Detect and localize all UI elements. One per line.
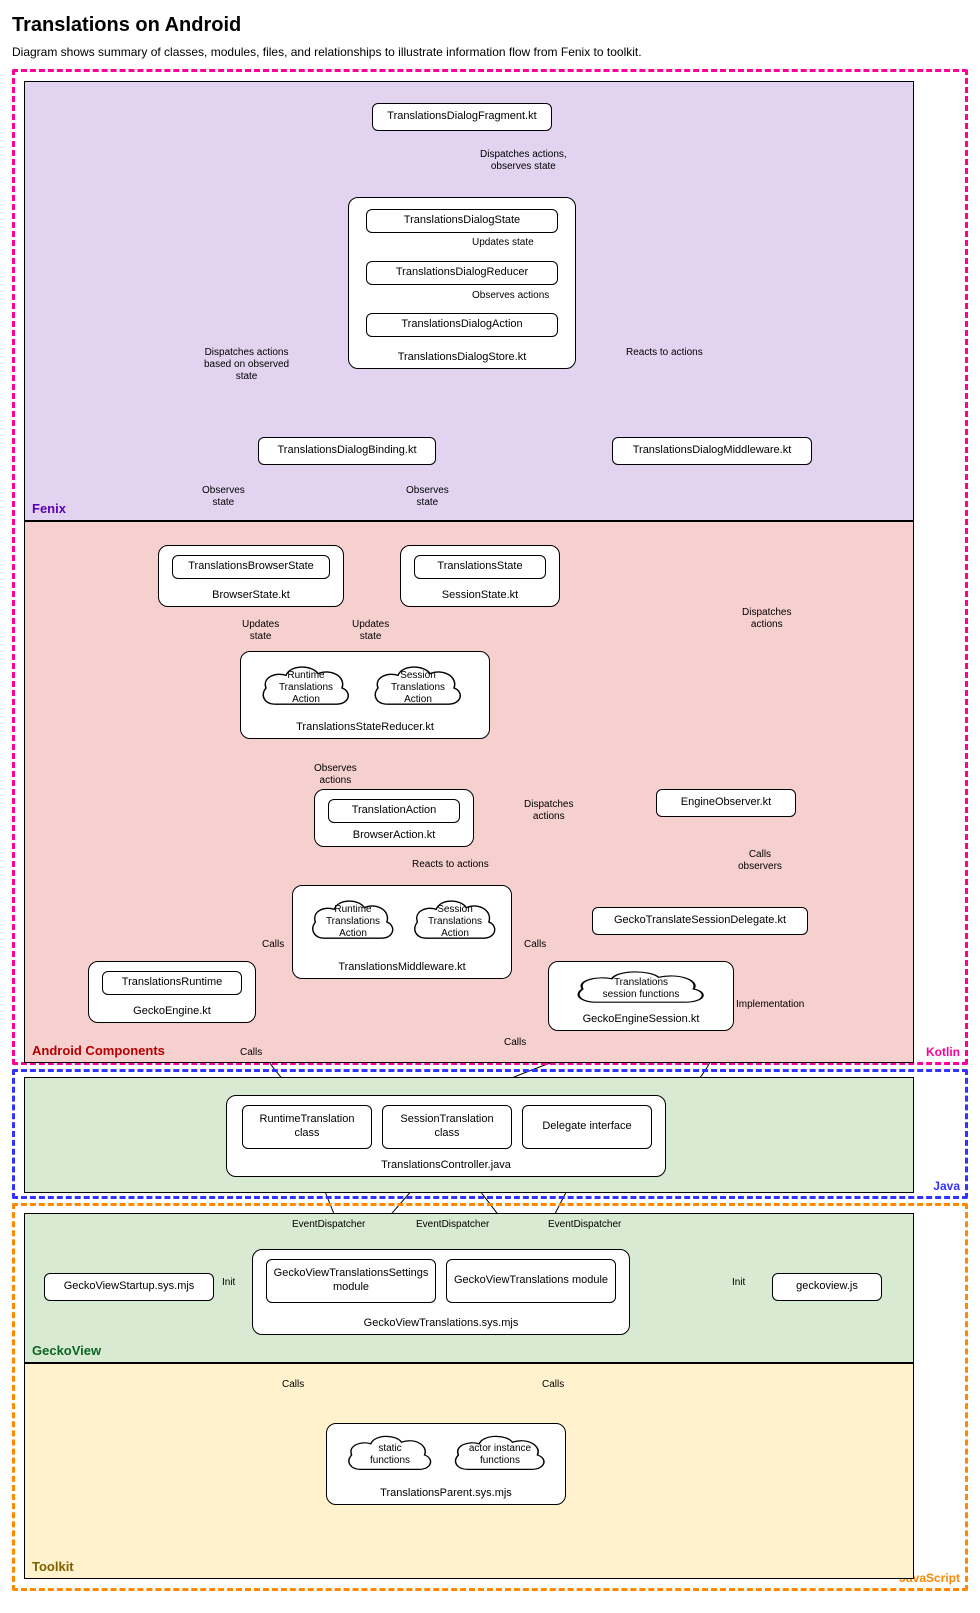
edge-label-e6: Observesstate — [202, 485, 245, 509]
region-label-toolkit: Toolkit — [32, 1559, 74, 1574]
node-dialog_binding: TranslationsDialogBinding.kt — [258, 437, 436, 465]
container-title-trans_controller: TranslationsController.java — [226, 1159, 666, 1171]
edge-label-e13: Callsobservers — [738, 849, 782, 873]
edge-label-e17: Implementation — [736, 999, 804, 1011]
region-label-fenix: Fenix — [32, 501, 66, 516]
page-title: Translations on Android — [12, 14, 968, 37]
cloud-rta2: RuntimeTranslationsAction — [306, 895, 400, 949]
inner-ts: TranslationsState — [414, 555, 546, 579]
cloud-tsf: Translationssession functions — [568, 967, 714, 1011]
edge-label-e8: Updatesstate — [242, 619, 279, 643]
inner-gvt_settings: GeckoViewTranslationsSettings module — [266, 1259, 436, 1303]
inner-rt_class: RuntimeTranslation class — [242, 1105, 372, 1149]
inner-tbs: TranslationsBrowserState — [172, 555, 330, 579]
cloud-static_fn: staticfunctions — [342, 1431, 438, 1479]
node-geckoview_js: geckoview.js — [772, 1273, 882, 1301]
container-title-browser_state: BrowserState.kt — [158, 589, 344, 601]
node-gecko_delegate: GeckoTranslateSessionDelegate.kt — [592, 907, 808, 935]
java-label: Java — [933, 1179, 960, 1193]
node-dialog_middleware: TranslationsDialogMiddleware.kt — [612, 437, 812, 465]
edge-label-e4: Dispatches actionsbased on observedstate — [204, 347, 289, 383]
diagram-canvas: KotlinJavaJavaScriptFenixAndroid Compone… — [12, 69, 968, 1599]
node-gv_startup: GeckoViewStartup.sys.mjs — [44, 1273, 214, 1301]
edge-label-e25: Calls — [282, 1379, 304, 1391]
edge-label-e15: Calls — [262, 939, 284, 951]
cloud-sta2: SessionTranslationsAction — [408, 895, 502, 949]
container-title-gv_translations: GeckoViewTranslations.sys.mjs — [252, 1317, 630, 1329]
edge-label-e21: EventDispatcher — [416, 1219, 489, 1231]
edge-label-e1: Dispatches actions,observes state — [480, 149, 567, 173]
region-label-gv_bot: GeckoView — [32, 1343, 101, 1358]
inner-dialog_state: TranslationsDialogState — [366, 209, 558, 233]
edge-label-e10: Dispatchesactions — [742, 607, 791, 631]
cloud-rta1: RuntimeTranslationsAction — [256, 661, 356, 715]
container-title-session_state: SessionState.kt — [400, 589, 560, 601]
edge-label-e3: Observes actions — [472, 290, 549, 302]
cloud-sta1: SessionTranslationsAction — [368, 661, 468, 715]
inner-gvt_module: GeckoViewTranslations module — [446, 1259, 616, 1303]
inner-dialog_action: TranslationsDialogAction — [366, 313, 558, 337]
edge-label-e2: Updates state — [472, 237, 534, 249]
inner-delegate_if: Delegate interface — [522, 1105, 652, 1149]
edge-label-e7: Observesstate — [406, 485, 449, 509]
edge-label-e20: EventDispatcher — [292, 1219, 365, 1231]
container-title-browser_action: BrowserAction.kt — [314, 829, 474, 841]
subtitle: Diagram shows summary of classes, module… — [12, 45, 968, 59]
container-title-state_reducer: TranslationsStateReducer.kt — [240, 721, 490, 733]
node-dialog_fragment: TranslationsDialogFragment.kt — [372, 103, 552, 131]
container-title-gecko_session: GeckoEngineSession.kt — [548, 1013, 734, 1025]
edge-label-e5: Reacts to actions — [626, 347, 703, 359]
edge-label-e23: Init — [222, 1277, 235, 1289]
edge-label-e16: Calls — [524, 939, 546, 951]
kotlin-label: Kotlin — [926, 1045, 960, 1059]
inner-tr_runtime: TranslationsRuntime — [102, 971, 242, 995]
edge-label-e9: Updatesstate — [352, 619, 389, 643]
inner-ta: TranslationAction — [328, 799, 460, 823]
region-label-ac: Android Components — [32, 1043, 165, 1058]
inner-dialog_reducer: TranslationsDialogReducer — [366, 261, 558, 285]
edge-label-e11: Observesactions — [314, 763, 357, 787]
container-title-trans_parent: TranslationsParent.sys.mjs — [326, 1487, 566, 1499]
cloud-actor_fn: actor instancefunctions — [448, 1431, 552, 1479]
edge-label-e14: Reacts to actions — [412, 859, 489, 871]
container-title-dialog_store: TranslationsDialogStore.kt — [348, 351, 576, 363]
edge-label-e18: Calls — [240, 1047, 262, 1059]
inner-st_class: SessionTranslation class — [382, 1105, 512, 1149]
container-title-gecko_engine: GeckoEngine.kt — [88, 1005, 256, 1017]
edge-label-e26: Calls — [542, 1379, 564, 1391]
edge-label-e19: Calls — [504, 1037, 526, 1049]
container-title-trans_middleware: TranslationsMiddleware.kt — [292, 961, 512, 973]
edge-label-e24: Init — [732, 1277, 745, 1289]
edge-label-e12: Dispatchesactions — [524, 799, 573, 823]
node-engine_observer: EngineObserver.kt — [656, 789, 796, 817]
edge-label-e22: EventDispatcher — [548, 1219, 621, 1231]
